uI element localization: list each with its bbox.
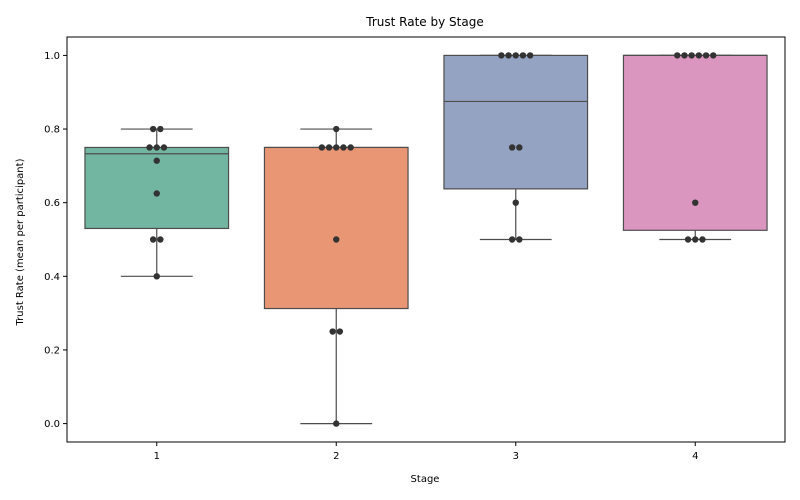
data-point: [692, 199, 699, 206]
data-point: [153, 144, 160, 151]
data-point: [153, 273, 160, 280]
data-point: [149, 125, 157, 133]
data-point: [333, 144, 340, 151]
data-point: [153, 190, 160, 197]
data-point: [146, 144, 153, 151]
data-point: [710, 52, 717, 59]
x-tick-label: 3: [513, 451, 519, 462]
data-point: [519, 52, 527, 59]
y-tick-label: 1.0: [44, 51, 60, 62]
y-tick-label: 0.4: [44, 272, 60, 283]
x-tick-label: 1: [154, 451, 160, 462]
data-point: [347, 144, 354, 151]
data-point: [149, 236, 157, 243]
data-point: [526, 52, 534, 59]
x-axis-label: Stage: [411, 474, 440, 485]
plot-area: 0.0 0.2 0.4 0.6 0.8 1.0 1 2 3 4: [44, 51, 768, 462]
y-tick-label: 0.8: [44, 125, 60, 136]
data-point: [702, 52, 710, 59]
y-tick-label: 0.2: [44, 345, 60, 356]
data-point: [684, 236, 692, 243]
data-point: [681, 52, 688, 59]
data-point: [325, 144, 333, 151]
data-point: [157, 125, 164, 133]
data-point: [512, 199, 519, 206]
y-axis-label: Trust Rate (mean per participant): [15, 158, 26, 326]
data-point: [340, 144, 347, 151]
x-tick-label: 4: [692, 451, 698, 462]
data-point: [153, 157, 160, 164]
data-point: [516, 144, 523, 151]
data-point: [692, 236, 699, 243]
chart-title: Trust Rate by Stage: [365, 15, 483, 29]
data-point: [699, 236, 706, 243]
data-point: [516, 236, 523, 243]
y-tick-label: 0.0: [44, 419, 60, 430]
data-point: [333, 236, 340, 243]
y-tick-label: 0.6: [44, 198, 60, 209]
data-point: [505, 52, 512, 59]
data-point: [695, 52, 703, 59]
data-point: [329, 328, 336, 335]
plot-frame: [66, 36, 786, 443]
data-point: [157, 236, 164, 243]
data-point: [498, 52, 505, 59]
data-point: [160, 144, 168, 151]
box-stage-3: [443, 54, 589, 190]
data-point: [508, 144, 516, 151]
data-point: [674, 52, 681, 59]
data-point: [333, 420, 340, 427]
data-point: [508, 236, 516, 243]
data-point: [318, 144, 326, 151]
x-tick-label: 2: [333, 451, 339, 462]
data-point: [688, 52, 695, 59]
box-stage-2: [263, 146, 409, 310]
data-point: [333, 125, 340, 133]
data-point: [336, 328, 344, 335]
data-point: [512, 52, 519, 59]
